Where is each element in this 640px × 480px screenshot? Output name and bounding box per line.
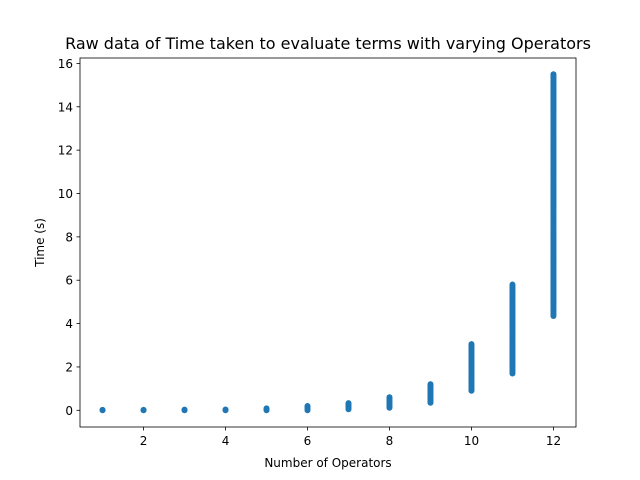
- data-point: [468, 387, 475, 394]
- data-point: [427, 399, 434, 406]
- y-tick-label: 4: [65, 317, 73, 331]
- y-tick-label: 12: [58, 144, 73, 158]
- data-points: [99, 71, 557, 414]
- chart-title: Raw data of Time taken to evaluate terms…: [65, 34, 591, 53]
- y-tick-label: 16: [58, 57, 73, 71]
- x-tick-label: 12: [546, 434, 561, 448]
- data-point: [181, 407, 188, 414]
- x-tick-label: 8: [386, 434, 394, 448]
- x-tick-label: 4: [222, 434, 230, 448]
- x-tick-label: 10: [464, 434, 479, 448]
- x-tick-label: 2: [140, 434, 148, 448]
- data-point: [222, 407, 229, 414]
- y-tick-label: 14: [58, 100, 73, 114]
- y-axis-ticks: 0 2 4 6 8 10 12 14 16: [58, 57, 80, 418]
- y-axis-label: Time (s): [33, 218, 47, 268]
- x-tick-label: 6: [304, 434, 312, 448]
- y-tick-label: 8: [65, 230, 73, 244]
- data-point: [550, 312, 557, 319]
- data-point: [509, 370, 516, 377]
- data-point: [304, 407, 311, 414]
- y-tick-label: 2: [65, 360, 73, 374]
- y-tick-label: 6: [65, 274, 73, 288]
- data-point: [140, 407, 147, 414]
- x-axis-label: Number of Operators: [264, 456, 391, 470]
- data-point: [386, 404, 393, 411]
- y-tick-label: 0: [65, 404, 73, 418]
- plot-frame: [79, 57, 577, 428]
- y-tick-label: 10: [58, 187, 73, 201]
- data-point: [99, 407, 106, 414]
- data-point: [263, 407, 270, 414]
- x-axis-ticks: 2 4 6 8 10 12: [140, 427, 561, 448]
- data-point: [345, 406, 352, 413]
